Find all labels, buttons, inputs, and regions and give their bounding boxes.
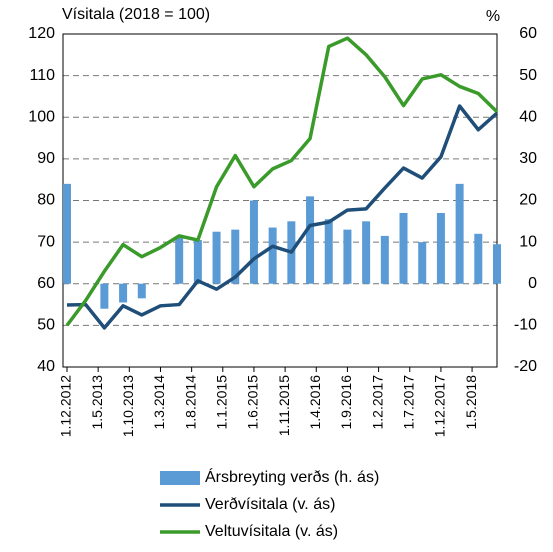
bar <box>380 235 389 284</box>
legend-label: Ársbreyting verðs (h. ás) <box>205 467 379 486</box>
x-tick-label: 1.10.2013 <box>120 375 136 437</box>
y2-tick-label: 10 <box>519 233 537 250</box>
y-tick-label: 70 <box>37 233 55 250</box>
x-tick-label: 1.3.2014 <box>151 375 167 430</box>
line <box>65 36 499 327</box>
y-tick-label: 40 <box>37 358 55 375</box>
y-tick-label: 100 <box>28 108 55 125</box>
x-tick-label: 1.4.2016 <box>307 375 323 430</box>
line <box>66 104 499 330</box>
y2-tick-label: 40 <box>519 108 537 125</box>
y2-axis-label: % <box>486 8 500 25</box>
bar <box>493 244 501 284</box>
bar <box>362 221 371 284</box>
bar <box>306 196 315 284</box>
bar <box>249 200 258 284</box>
y2-tick-label: -20 <box>514 358 537 375</box>
x-tick-label: 1.5.2018 <box>463 375 479 430</box>
bar <box>436 212 445 284</box>
bar <box>119 283 128 303</box>
x-tick-label: 1.12.2017 <box>432 375 448 437</box>
bar <box>418 242 427 284</box>
y-tick-label: 90 <box>37 150 55 167</box>
bar <box>399 212 408 284</box>
legend-label: Veltuvísitala (v. ás) <box>205 523 338 540</box>
bar <box>231 229 240 284</box>
bar <box>137 283 146 299</box>
y-tick-label: 60 <box>37 275 55 292</box>
legend-swatch <box>160 471 200 485</box>
x-tick-label: 1.11.2015 <box>276 375 292 436</box>
y-tick-label: 50 <box>37 317 55 334</box>
bar <box>343 229 352 284</box>
x-tick-label: 1.5.2013 <box>89 375 105 430</box>
bar <box>63 183 71 284</box>
bar <box>474 233 483 284</box>
y2-tick-label: -10 <box>514 317 537 334</box>
chart-title: Vísitala (2018 = 100) <box>62 6 210 23</box>
bar <box>268 227 277 284</box>
y2-tick-label: 30 <box>519 150 537 167</box>
x-tick-label: 1.2.2017 <box>369 375 385 430</box>
bar <box>455 183 464 284</box>
x-tick-label: 1.1.2015 <box>214 375 230 430</box>
x-tick-label: 1.6.2015 <box>245 375 261 430</box>
x-tick-label: 1.9.2016 <box>338 375 354 430</box>
y-tick-label: 120 <box>28 25 55 42</box>
bar <box>193 240 202 284</box>
bar <box>324 219 333 284</box>
bar <box>212 231 221 284</box>
bar <box>175 237 184 284</box>
y2-tick-label: 0 <box>528 275 537 292</box>
legend-label: Verðvísitala (v. ás) <box>205 496 335 513</box>
y-tick-label: 80 <box>37 192 55 209</box>
y-tick-label: 110 <box>29 67 55 84</box>
y2-tick-label: 50 <box>519 67 537 84</box>
y2-tick-label: 60 <box>519 25 537 42</box>
y2-tick-label: 20 <box>519 192 537 209</box>
bar <box>100 283 109 309</box>
x-tick-label: 1.12.2012 <box>58 375 74 437</box>
x-tick-label: 1.7.2017 <box>400 375 416 430</box>
x-tick-label: 1.8.2014 <box>182 375 198 430</box>
